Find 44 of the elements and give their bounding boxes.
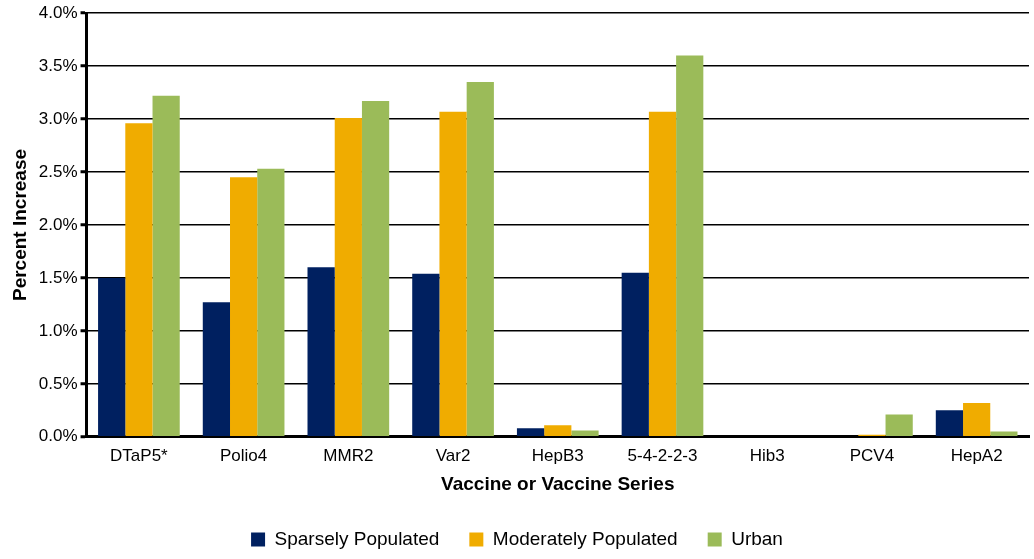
x-tick-label: 5-4-2-2-3 xyxy=(627,445,698,465)
x-tick-label: Hib3 xyxy=(749,445,785,465)
bar xyxy=(202,302,231,437)
bar xyxy=(152,95,180,437)
x-tick-label: PCV4 xyxy=(849,445,895,465)
bar xyxy=(307,267,335,437)
bar xyxy=(125,123,153,437)
x-tick-label: HepA2 xyxy=(950,445,1003,465)
x-tick-label: HepB3 xyxy=(531,445,584,465)
y-tick-label: 3.5% xyxy=(38,55,78,75)
bar xyxy=(516,428,545,437)
y-tick-label: 4.0% xyxy=(38,2,78,22)
y-tick-label: 3.0% xyxy=(38,108,78,128)
legend-label: Urban xyxy=(731,527,783,549)
bar xyxy=(676,55,704,437)
bar xyxy=(334,118,362,437)
bar xyxy=(98,277,126,437)
bar xyxy=(571,430,599,437)
bar xyxy=(230,177,258,437)
bar xyxy=(439,111,467,437)
legend-label: Moderately Populated xyxy=(492,527,678,549)
y-tick-label: 2.5% xyxy=(38,161,78,181)
x-tick-label: MMR2 xyxy=(323,445,374,465)
y-tick-label: 0.5% xyxy=(38,373,78,393)
bar xyxy=(648,111,677,437)
bar xyxy=(885,414,913,437)
x-tick-label: DTaP5* xyxy=(110,445,169,465)
bar xyxy=(257,168,285,437)
bar xyxy=(466,82,494,437)
y-tick-label: 2.0% xyxy=(38,214,78,234)
bar xyxy=(963,402,991,437)
legend-label: Sparsely Populated xyxy=(274,527,440,549)
y-tick-label: 0.0% xyxy=(38,426,78,446)
y-tick-label: 1.5% xyxy=(38,267,78,287)
x-tick-label: Polio4 xyxy=(219,445,268,465)
bar xyxy=(935,410,964,437)
bar xyxy=(544,425,572,437)
x-tick-label: Var2 xyxy=(435,445,471,465)
bar xyxy=(412,273,440,437)
y-axis-title: Percent Increase xyxy=(8,148,30,302)
bar xyxy=(361,101,390,437)
y-tick-label: 1.0% xyxy=(38,320,78,340)
x-axis-title: Vaccine or Vaccine Series xyxy=(441,472,675,494)
bar xyxy=(621,272,649,437)
